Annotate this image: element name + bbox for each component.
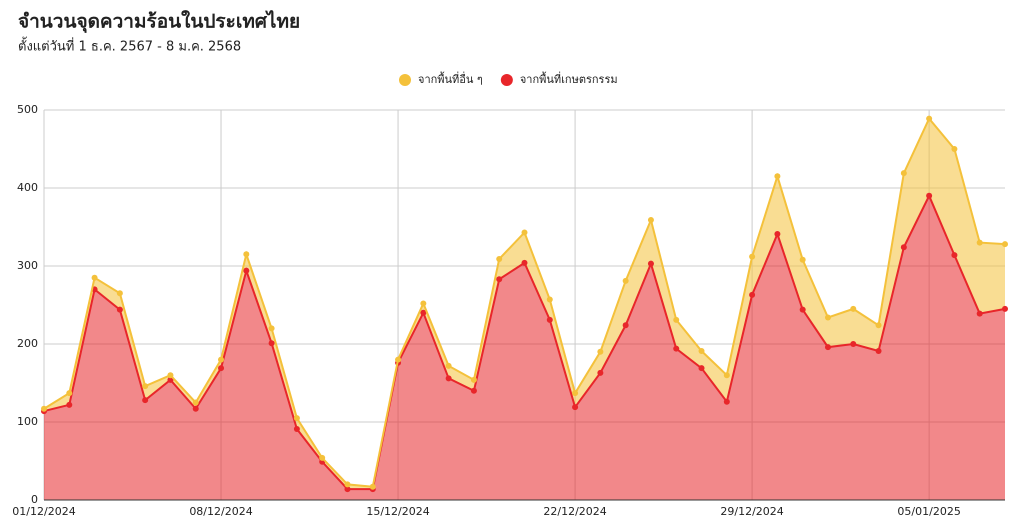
point	[395, 356, 402, 363]
point	[445, 375, 452, 382]
point	[369, 483, 376, 490]
point	[521, 229, 528, 236]
point	[597, 369, 604, 376]
point	[66, 401, 73, 408]
y-tick-label: 0	[31, 493, 38, 506]
point	[774, 173, 781, 180]
point	[824, 344, 831, 351]
point	[521, 259, 528, 266]
area	[44, 195, 1005, 501]
legend-label: จากพื้นที่เกษตรกรรม	[520, 71, 618, 86]
x-tick-label: 29/12/2024	[720, 505, 783, 518]
point	[142, 397, 149, 404]
point	[926, 192, 933, 199]
y-tick-label: 300	[17, 259, 38, 272]
legend-marker	[500, 74, 513, 86]
point	[647, 260, 654, 267]
point	[673, 345, 680, 352]
point	[167, 376, 174, 383]
point	[698, 365, 705, 372]
point	[319, 454, 326, 461]
point	[647, 216, 654, 223]
y-tick-label: 100	[17, 415, 38, 428]
point	[420, 309, 427, 316]
point	[622, 277, 629, 284]
point	[167, 372, 174, 379]
point	[470, 376, 477, 383]
point	[850, 341, 857, 347]
point	[218, 356, 225, 363]
point	[420, 300, 427, 307]
point	[470, 387, 477, 394]
point	[268, 340, 275, 347]
point	[850, 305, 857, 312]
y-tick-label: 500	[17, 103, 38, 116]
y-tick-label: 400	[17, 181, 38, 194]
chart-title: จำนวนจุดความร้อนในประเทศไทย	[18, 10, 300, 34]
point	[445, 362, 452, 369]
x-tick-label: 08/12/2024	[189, 505, 252, 518]
point	[900, 170, 907, 177]
point	[243, 251, 250, 258]
point	[243, 267, 250, 274]
point	[597, 348, 604, 355]
point	[496, 255, 503, 262]
point	[926, 115, 933, 122]
point	[900, 244, 907, 251]
point	[142, 383, 149, 390]
point	[698, 348, 705, 355]
point	[293, 426, 300, 433]
point	[116, 306, 123, 313]
point	[66, 390, 73, 397]
point	[875, 322, 882, 329]
point	[799, 256, 806, 263]
point	[951, 252, 958, 259]
point	[344, 481, 351, 488]
point	[192, 399, 199, 406]
point	[723, 398, 730, 405]
point	[546, 296, 553, 303]
area	[44, 118, 1005, 490]
point	[218, 365, 225, 372]
point	[799, 306, 806, 313]
y-tick-label: 200	[17, 337, 38, 350]
point	[572, 404, 579, 411]
point	[116, 290, 123, 297]
point	[976, 310, 983, 317]
x-tick-label: 22/12/2024	[543, 505, 606, 518]
point	[749, 253, 756, 260]
point	[496, 276, 503, 283]
point	[546, 316, 553, 323]
point	[91, 274, 98, 281]
point	[41, 405, 47, 412]
x-tick-label: 05/01/2025	[897, 505, 960, 518]
point	[875, 348, 882, 355]
legend-marker	[399, 74, 411, 86]
point	[749, 291, 756, 298]
point	[723, 372, 730, 379]
point	[622, 322, 629, 329]
point	[572, 390, 579, 397]
x-tick-label: 15/12/2024	[366, 505, 429, 518]
legend-label: จากพื้นที่อื่น ๆ	[418, 71, 483, 86]
legend: จากพื้นที่อื่น ๆ จากพื้นที่เกษตรกรรม	[399, 71, 618, 86]
point	[1002, 305, 1008, 312]
point	[951, 146, 958, 152]
point	[344, 486, 351, 493]
point	[1002, 241, 1008, 248]
point	[976, 239, 983, 246]
point	[673, 316, 680, 323]
point	[824, 314, 831, 321]
point	[192, 405, 199, 412]
chart-subtitle: ตั้งแต่วันที่ 1 ธ.ค. 2567 - 8 ม.ค. 2568	[18, 37, 241, 55]
point	[268, 325, 275, 332]
x-tick-label: 01/12/2024	[12, 505, 75, 518]
point	[774, 231, 781, 238]
point	[293, 415, 300, 422]
